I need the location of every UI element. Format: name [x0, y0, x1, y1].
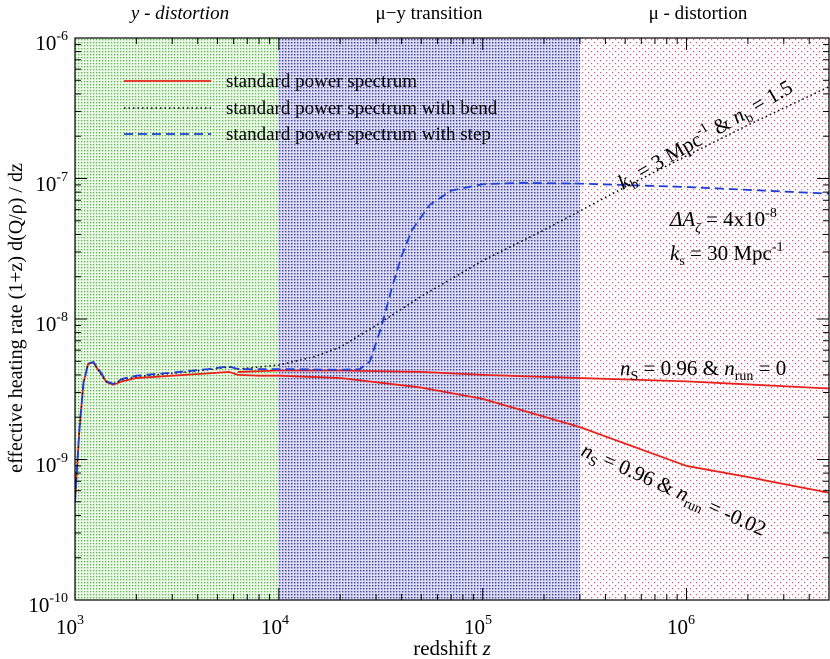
region-y-distortion — [75, 38, 278, 600]
series-line-1 — [237, 369, 829, 390]
y-tick-label-1e-10: 10-10 — [28, 591, 68, 617]
series-layer — [75, 86, 829, 502]
region-mu-y-transition — [278, 38, 580, 600]
y-tick-label-1e-9: 10-9 — [35, 451, 68, 477]
region-label-transition: μ−y transition — [376, 3, 483, 24]
region-label-mu: μ - distortion — [649, 3, 748, 24]
y-axis-label: effective heating rate (1+z) d(Q/ρ) / dz — [5, 163, 27, 473]
legend-label-bend: standard power spectrum with bend — [226, 98, 498, 119]
x-tick-label-1e3: 103 — [56, 613, 84, 639]
annotation-step-scale: ks = 30 Mpc-1 — [670, 240, 784, 269]
x-tick-label-1e6: 106 — [667, 613, 695, 639]
y-tick-label-1e-6: 10-6 — [35, 29, 68, 55]
x-axis-label: redshift z — [413, 636, 491, 659]
y-tick-label-1e-8: 10-8 — [35, 310, 68, 336]
x-tick-labels: 103 104 105 106 — [56, 613, 695, 639]
region-mu-distortion — [580, 38, 829, 600]
x-tick-label-1e4: 104 — [261, 613, 289, 639]
annotation-step-amplitude: ΔAζ = 4x10-8 — [669, 206, 777, 236]
axis-ticks — [74, 37, 830, 601]
y-tick-label-1e-7: 10-7 — [35, 170, 68, 196]
x-tick-label-1e5: 105 — [464, 613, 492, 639]
y-tick-labels: 10-10 10-9 10-8 10-7 10-6 — [28, 29, 68, 617]
legend: standard power spectrum standard power s… — [124, 71, 498, 145]
legend-label-standard: standard power spectrum — [226, 71, 417, 92]
legend-label-step: standard power spectrum with step — [226, 124, 491, 145]
region-label-y: y - distortion — [129, 3, 229, 24]
annotation-run-zero: nS = 0.96 & nrun = 0 — [620, 356, 786, 384]
